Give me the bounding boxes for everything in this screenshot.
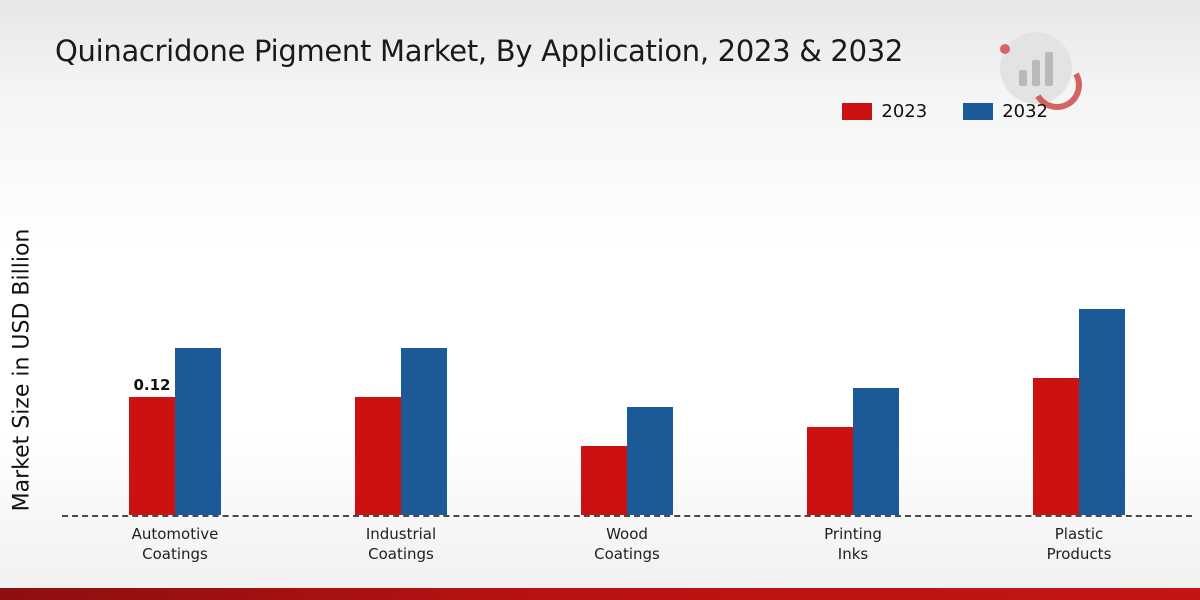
bar-group-plastic-products: Plastic Products <box>966 185 1192 565</box>
bar-2023-wood-coatings <box>581 446 627 515</box>
bar-2032-industrial-coatings <box>401 348 447 515</box>
logo-bar-icon <box>1032 60 1040 86</box>
bar-wrap-2023-automotive-coatings: 0.12 <box>129 185 175 515</box>
brand-logo <box>1000 32 1088 116</box>
y-axis-label: Market Size in USD Billion <box>9 228 35 512</box>
bar-group-automotive-coatings: 0.12 Automotive Coatings <box>62 185 288 565</box>
bars-industrial-coatings <box>355 185 447 515</box>
bars-printing-inks <box>807 185 899 515</box>
bar-group-industrial-coatings: Industrial Coatings <box>288 185 514 565</box>
bar-chart: 0.12 Automotive Coatings Industrial Coatings… <box>62 185 1192 565</box>
legend-swatch-2032 <box>963 103 994 120</box>
bar-2023-industrial-coatings <box>355 397 401 515</box>
bar-2023-plastic-products <box>1033 378 1079 515</box>
category-label-plastic-products: Plastic Products <box>1046 525 1112 564</box>
category-label-automotive-coatings: Automotive Coatings <box>131 525 219 564</box>
legend-label-2032: 2032 <box>1002 101 1048 122</box>
bar-2032-printing-inks <box>853 388 899 515</box>
bar-group-wood-coatings: Wood Coatings <box>514 185 740 565</box>
logo-dot-icon <box>1000 44 1010 54</box>
chart-legend: 2023 2032 <box>842 101 1048 122</box>
footer-accent-bar <box>0 588 1200 600</box>
legend-swatch-2023 <box>842 103 873 120</box>
logo-bar-chart-icon <box>1000 52 1072 86</box>
category-label-wood-coatings: Wood Coatings <box>594 525 660 564</box>
x-axis-baseline <box>62 515 1192 517</box>
category-label-industrial-coatings: Industrial Coatings <box>365 525 437 564</box>
bar-wrap-2032-industrial-coatings <box>401 185 447 515</box>
legend-item-2032: 2032 <box>963 101 1048 122</box>
bar-2023-printing-inks <box>807 427 853 515</box>
bar-wrap-2023-wood-coatings <box>581 185 627 515</box>
logo-bar-icon <box>1019 70 1027 86</box>
bar-2023-automotive-coatings <box>129 397 175 515</box>
logo-bar-icon <box>1045 52 1053 86</box>
bars-wood-coatings <box>581 185 673 515</box>
bar-wrap-2023-plastic-products <box>1033 185 1079 515</box>
legend-item-2023: 2023 <box>842 101 927 122</box>
category-label-printing-inks: Printing Inks <box>824 525 882 564</box>
bar-value-label: 0.12 <box>133 376 171 394</box>
bar-groups: 0.12 Automotive Coatings Industrial Coatings… <box>62 185 1192 565</box>
bar-wrap-2032-wood-coatings <box>627 185 673 515</box>
bars-automotive-coatings: 0.12 <box>129 185 221 515</box>
bar-wrap-2032-automotive-coatings <box>175 185 221 515</box>
bar-group-printing-inks: Printing Inks <box>740 185 966 565</box>
bar-2032-automotive-coatings <box>175 348 221 515</box>
bar-2032-wood-coatings <box>627 407 673 515</box>
legend-label-2023: 2023 <box>881 101 928 122</box>
bar-2032-plastic-products <box>1079 309 1125 515</box>
bar-wrap-2023-printing-inks <box>807 185 853 515</box>
bar-wrap-2023-industrial-coatings <box>355 185 401 515</box>
bars-plastic-products <box>1033 185 1125 515</box>
chart-title: Quinacridone Pigment Market, By Applicat… <box>55 34 904 68</box>
bar-wrap-2032-plastic-products <box>1079 185 1125 515</box>
bar-wrap-2032-printing-inks <box>853 185 899 515</box>
